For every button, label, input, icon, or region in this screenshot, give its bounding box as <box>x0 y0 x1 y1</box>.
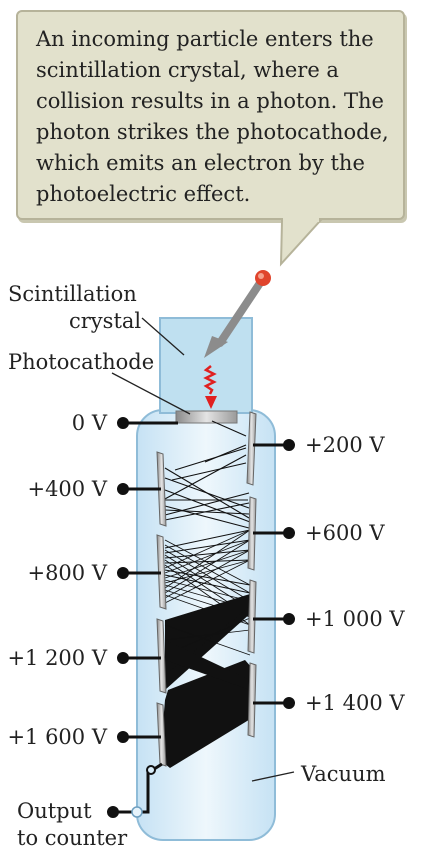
photocathode <box>175 410 238 424</box>
photon-wave <box>203 365 217 395</box>
electrode-leads <box>117 417 295 743</box>
voltage-label-400: +400 V <box>27 477 107 501</box>
scintillation-crystal <box>159 317 253 414</box>
output-lead <box>107 762 163 818</box>
electron-cascade-4 <box>160 660 252 768</box>
explanation-callout: An incoming particle enters the scintill… <box>16 10 405 220</box>
dynode-3 <box>247 496 257 571</box>
crystal-leader <box>141 317 185 356</box>
dynode-6 <box>156 618 167 694</box>
dynodes <box>156 411 257 767</box>
voltage-label-1400: +1 400 V <box>305 691 405 715</box>
voltage-label-1600: +1 600 V <box>7 725 107 749</box>
to-counter-label: to counter <box>17 826 128 850</box>
voltage-label-0: 0 V <box>71 411 107 435</box>
photon-arrowhead <box>205 396 217 409</box>
photocathode-leader <box>111 372 191 415</box>
voltage-label-600: +600 V <box>305 521 385 545</box>
electron-paths <box>162 420 251 529</box>
voltage-label-800: +800 V <box>27 561 107 585</box>
callout-text: An incoming particle enters the scintill… <box>36 27 389 206</box>
scintillation-label: Scintillation <box>8 282 137 306</box>
vacuum-leader <box>251 771 295 782</box>
dynode-7 <box>247 662 257 738</box>
particle-path <box>216 279 264 347</box>
voltage-label-1200: +1 200 V <box>7 646 107 670</box>
dynode-1 <box>246 411 257 486</box>
voltage-label-1000: +1 000 V <box>305 607 405 631</box>
dynode-5 <box>247 579 257 654</box>
output-port <box>131 806 143 818</box>
photocathode-label: Photocathode <box>8 350 155 374</box>
vacuum-label: Vacuum <box>301 762 386 786</box>
voltage-label-200: +200 V <box>305 433 385 457</box>
dynode-2 <box>156 451 167 527</box>
callout-pointer <box>279 220 323 267</box>
particle-arrowhead <box>204 336 228 358</box>
dynode-8 <box>156 702 167 767</box>
output-label: Output <box>17 799 92 823</box>
crystal-label: crystal <box>69 309 142 333</box>
dynode-4 <box>156 534 167 610</box>
